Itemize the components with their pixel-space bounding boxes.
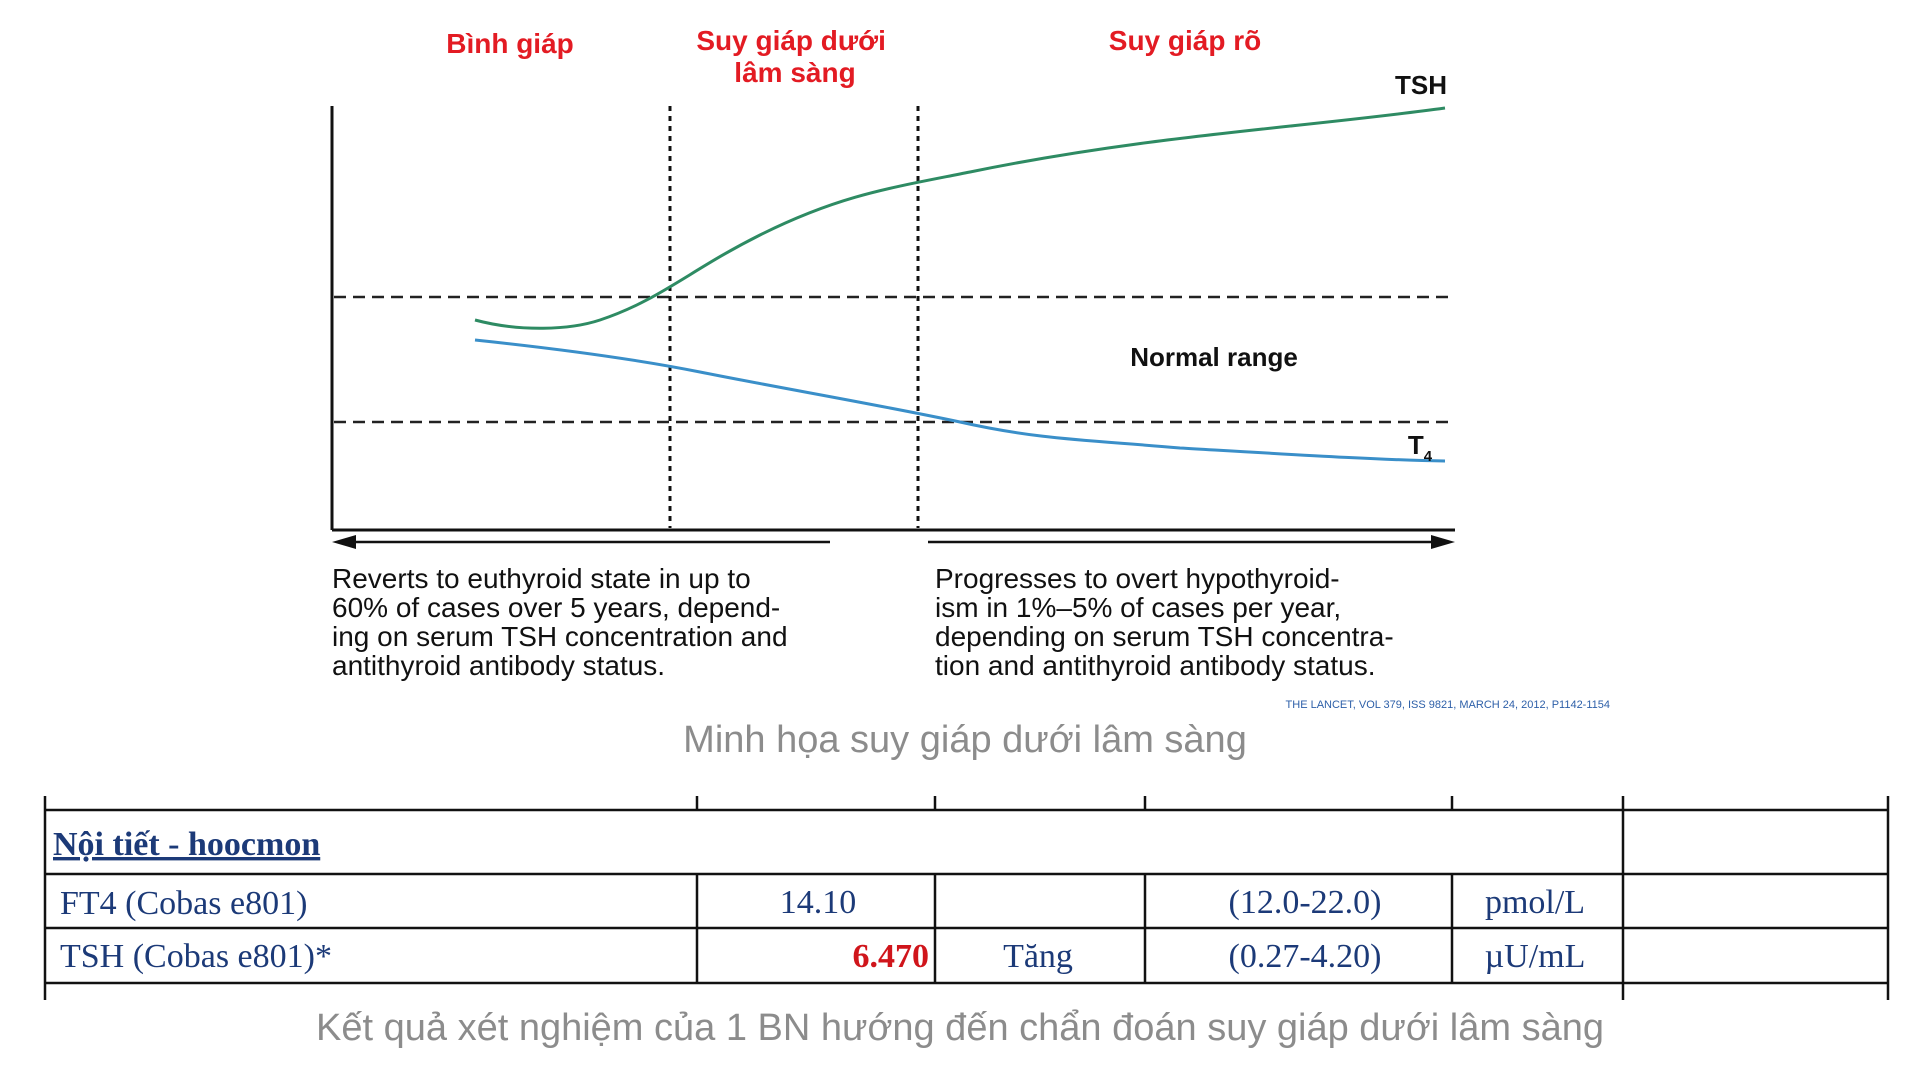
phase-euthyroid: Bình giáp xyxy=(446,28,574,59)
left-arrow-head xyxy=(332,535,356,549)
cell-value-abnormal: 6.470 xyxy=(853,938,930,975)
t4-label: T4 xyxy=(1408,430,1433,465)
t4-label-subscript: 4 xyxy=(1424,448,1433,465)
table-row-ft4: FT4 (Cobas e801) 14.10 (12.0-22.0) pmol/… xyxy=(60,884,1585,922)
cell-value: 14.10 xyxy=(780,884,857,921)
cell-unit: µU/mL xyxy=(1485,938,1586,975)
cell-range: (0.27-4.20) xyxy=(1229,938,1382,975)
left-note: Reverts to euthyroid state in up to 60% … xyxy=(332,563,795,681)
t4-curve xyxy=(474,338,1446,463)
diagram-caption: Minh họa suy giáp dưới lâm sàng xyxy=(683,719,1247,761)
table-section-title: Nội tiết - hoocmon xyxy=(53,826,320,863)
cell-range: (12.0-22.0) xyxy=(1229,884,1382,921)
cell-unit: pmol/L xyxy=(1485,884,1585,921)
phase-subclinical: Suy giáp dưới lâm sàng xyxy=(696,25,893,88)
right-arrow-head xyxy=(1431,535,1455,549)
right-note: Progresses to overt hypothyroid- ism in … xyxy=(935,563,1401,681)
lab-table xyxy=(43,796,1890,1000)
tsh-label: TSH xyxy=(1395,70,1447,100)
table-row-tsh: TSH (Cobas e801)* 6.470 Tăng (0.27-4.20)… xyxy=(60,938,1585,975)
cell-test: TSH (Cobas e801)* xyxy=(60,938,332,975)
table-caption: Kết quả xét nghiệm của 1 BN hướng đến ch… xyxy=(316,1007,1604,1049)
phase-overt: Suy giáp rõ xyxy=(1109,25,1261,56)
cell-test: FT4 (Cobas e801) xyxy=(60,885,307,922)
normal-range-label: Normal range xyxy=(1130,342,1298,372)
cell-flag: Tăng xyxy=(1003,938,1073,975)
citation: THE LANCET, VOL 379, ISS 9821, MARCH 24,… xyxy=(1286,699,1610,711)
tsh-curve xyxy=(474,106,1446,330)
phase-labels: Bình giáp Suy giáp dưới lâm sàng Suy giá… xyxy=(446,25,1261,88)
t4-label-main: T xyxy=(1408,430,1424,460)
